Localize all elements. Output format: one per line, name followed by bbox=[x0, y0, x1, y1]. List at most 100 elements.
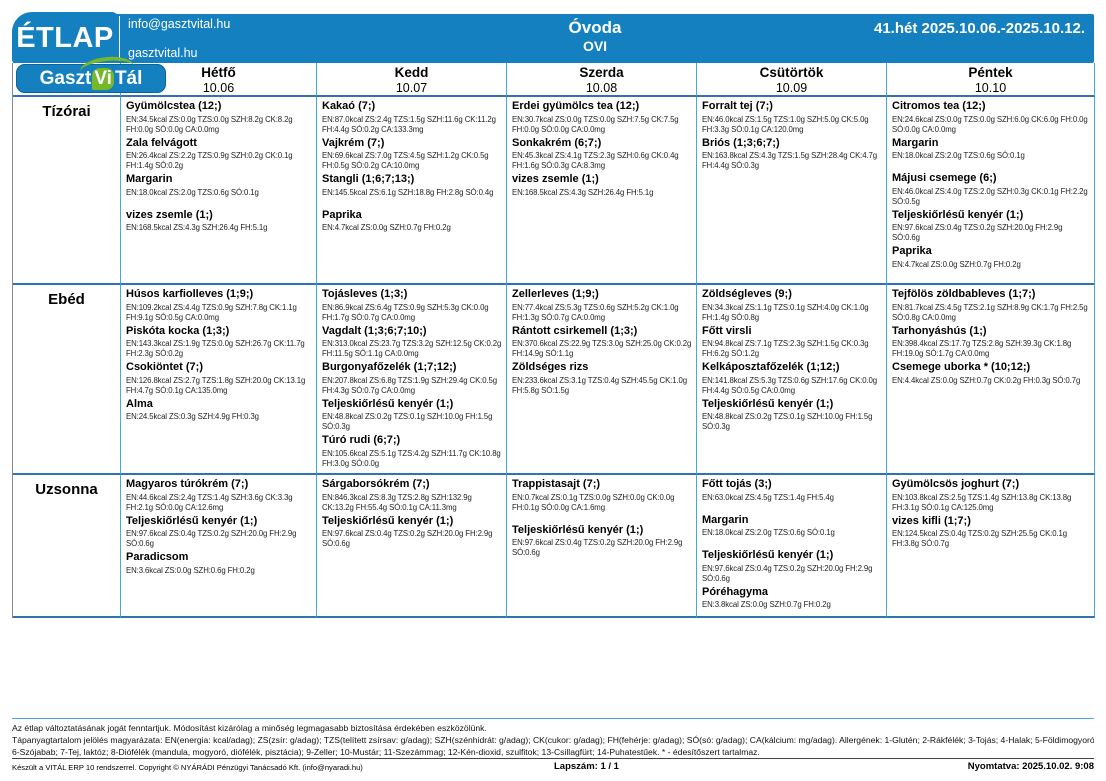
menu-item: Teljeskiőrlésű kenyér (1;) EN:97.6kcal ZS… bbox=[512, 524, 693, 559]
menu-item-nutrition: EN:46.0kcal ZS:4.0g TZS:2.0g SZH:0.3g CK… bbox=[892, 186, 1088, 206]
menu-item: Rántott csirkemell (1;3;) EN:370.6kcal ZS… bbox=[512, 325, 693, 360]
menu-item-name: Magyaros túrókrém (7;) bbox=[126, 478, 249, 490]
menu-cell: Citromos tea (12;) EN:24.6kcal ZS:0.0g TZ… bbox=[887, 97, 1095, 285]
menu-item-name: Zöldséges rizs bbox=[512, 361, 589, 373]
menu-item-nutrition: EN:97.6kcal ZS:0.4g TZS:0.2g SZH:20.0g F… bbox=[126, 529, 297, 548]
menu-cell: Kakaó (7;) EN:87.0kcal ZS:2.4g TZS:1.5g S… bbox=[317, 97, 507, 285]
menu-item: Teljeskiőrlésű kenyér (1;) EN:97.6kcal ZS… bbox=[702, 549, 883, 584]
menu-item-nutrition: EN:103.8kcal ZS:2.5g TZS:1.4g SZH:13.8g … bbox=[892, 492, 1072, 512]
menu-item-nutrition: EN:34.3kcal ZS:1.1g TZS:0.1g SZH:4.0g CK… bbox=[702, 302, 869, 322]
menu-item: Paprika EN:4.7kcal ZS:0.0g SZH:0.7g FH:0.… bbox=[322, 209, 503, 234]
menu-item: Teljeskiőrlésű kenyér (1;) EN:48.8kcal ZS… bbox=[702, 398, 883, 433]
menu-item: Paprika EN:4.7kcal ZS:0.0g SZH:0.7g FH:0.… bbox=[892, 245, 1091, 270]
menu-item-nutrition: EN:94.8kcal ZS:7.1g TZS:2.3g SZH:1.5g CK… bbox=[702, 339, 869, 358]
menu-item: Sonkakrém (6;7;) EN:45.3kcal ZS:4.1g TZS:… bbox=[512, 137, 693, 172]
menu-item: Zala felvágott EN:26.4kcal ZS:2.2g TZS:0.… bbox=[126, 137, 313, 172]
menu-item-name: Margarin bbox=[126, 173, 173, 185]
meal-label: Uzsonna bbox=[13, 475, 121, 618]
menu-item-nutrition: EN:45.3kcal ZS:4.1g TZS:2.3g SZH:0.6g CK… bbox=[512, 151, 679, 170]
menu-item-nutrition: EN:34.5kcal ZS:0.0g TZS:0.0g SZH:8.2g CK… bbox=[126, 114, 293, 134]
menu-item-nutrition: EN:207.8kcal ZS:6.8g TZS:1.9g SZH:29.4g … bbox=[322, 375, 498, 395]
menu-item: Főtt virsli EN:94.8kcal ZS:7.1g TZS:2.3g … bbox=[702, 325, 883, 360]
menu-item: Citromos tea (12;) EN:24.6kcal ZS:0.0g TZ… bbox=[892, 100, 1091, 135]
menu-item-nutrition: EN:143.3kcal ZS:1.9g TZS:0.0g SZH:26.7g … bbox=[126, 339, 305, 358]
menu-item-name: Paprika bbox=[892, 245, 932, 257]
menu-item-nutrition: EN:86.9kcal ZS:6.4g TZS:0.9g SZH:5.3g CK… bbox=[322, 302, 489, 322]
menu-item-name: Teljeskiőrlésű kenyér (1;) bbox=[322, 397, 454, 410]
footer-legend-line2: 6-Szójabab; 7-Tej, laktóz; 8-Diófélék (m… bbox=[12, 747, 760, 757]
menu-item-name: Zöldségleves (9;) bbox=[702, 288, 792, 300]
menu-item: Tejfölös zöldbableves (1;7;) EN:81.7kcal … bbox=[892, 288, 1091, 323]
brand-logo-cell: Gaszt Vi Tál bbox=[13, 54, 166, 97]
menu-item-nutrition: EN:313.0kcal ZS:23.7g TZS:3.2g SZH:12.5g… bbox=[322, 339, 502, 358]
menu-item: Magyaros túrókrém (7;) EN:44.6kcal ZS:2.4… bbox=[126, 478, 313, 513]
menu-item-nutrition: EN:4.7kcal ZS:0.0g SZH:0.7g FH:0.2g bbox=[322, 223, 451, 232]
menu-item-nutrition: EN:105.6kcal ZS:5.1g TZS:4.2g SZH:11.7g … bbox=[322, 448, 501, 468]
brand-logo-text-1: Gaszt bbox=[39, 67, 92, 89]
menu-item-name: vizes zsemle (1;) bbox=[126, 208, 213, 221]
menu-item: Póréhagyma EN:3.8kcal ZS:0.0g SZH:0.7g FH… bbox=[702, 586, 883, 611]
menu-item-name: Alma bbox=[126, 397, 153, 410]
menu-item-nutrition: EN:4.7kcal ZS:0.0g SZH:0.7g FH:0.2g bbox=[892, 259, 1021, 269]
menu-item: Tojásleves (1;3;) EN:86.9kcal ZS:6.4g TZS… bbox=[322, 288, 503, 323]
menu-item: Vajkrém (7;) EN:69.6kcal ZS:7.0g TZS:4.5g… bbox=[322, 137, 503, 172]
menu-item: vizes kifli (1;7;) EN:124.5kcal ZS:0.4g T… bbox=[892, 515, 1091, 550]
day-name: Hétfő bbox=[201, 65, 236, 80]
menu-item-name: Teljeskiőrlésű kenyér (1;) bbox=[322, 514, 454, 527]
menu-item-nutrition: EN:48.8kcal ZS:0.2g TZS:0.1g SZH:10.0g F… bbox=[322, 412, 493, 431]
menu-item: Teljeskiőrlésű kenyér (1;) EN:97.6kcal ZS… bbox=[322, 515, 503, 550]
menu-item-name: Májusi csemege (6;) bbox=[892, 172, 997, 184]
menu-item-nutrition: EN:97.6kcal ZS:0.4g TZS:0.2g SZH:20.0g F… bbox=[322, 529, 493, 548]
menu-item-nutrition: EN:97.6kcal ZS:0.4g TZS:0.2g SZH:20.0g F… bbox=[512, 538, 683, 557]
meal-label: Ebéd bbox=[13, 285, 121, 475]
menu-item-name: Paprika bbox=[322, 208, 362, 221]
page-number: Lapszám: 1 / 1 bbox=[554, 761, 619, 772]
week-range: 41.hét 2025.10.06.-2025.10.12. bbox=[874, 20, 1085, 37]
menu-item: Sárgaborsókrém (7;) EN:846.3kcal ZS:8.3g … bbox=[322, 478, 503, 513]
menu-item-name: Briós (1;3;6;7;) bbox=[702, 136, 780, 149]
day-date: 10.06 bbox=[202, 80, 235, 95]
menu-item-nutrition: EN:145.5kcal ZS:6.1g SZH:18.8g FH:2.8g S… bbox=[322, 187, 494, 197]
made-with-text: Készült a VITÁL ERP 10 rendszerrel. Copy… bbox=[12, 763, 363, 772]
header-email: info@gasztvital.hu bbox=[128, 17, 231, 31]
menu-item: Margarin EN:18.0kcal ZS:2.0g TZS:0.6g SÓ:… bbox=[892, 137, 1091, 162]
day-name: Csütörtök bbox=[759, 65, 824, 80]
menu-item: Kelkáposztafőzelék (1;12;) EN:141.8kcal Z… bbox=[702, 361, 883, 396]
org-block: Óvoda OVI bbox=[569, 17, 622, 56]
menu-item-name: Kakaó (7;) bbox=[322, 100, 376, 112]
footer: Az étlap változtatásának jogát fenntartj… bbox=[12, 718, 1094, 758]
menu-item-nutrition: EN:44.6kcal ZS:2.4g TZS:1.4g SZH:3.6g CK… bbox=[126, 492, 293, 512]
menu-cell: Húsos karfiolleves (1;9;) EN:109.2kcal ZS… bbox=[121, 285, 317, 475]
menu-item-nutrition: EN:3.6kcal ZS:0.0g SZH:0.6g FH:0.2g bbox=[126, 565, 255, 575]
header-bar: ÉTLAP info@gasztvital.hu gasztvital.hu Ó… bbox=[12, 12, 1094, 65]
footer-disclaimer: Az étlap változtatásának jogát fenntartj… bbox=[12, 723, 487, 733]
brand-logo-text-3: Tál bbox=[114, 67, 143, 89]
menu-item-name: Póréhagyma bbox=[702, 585, 769, 598]
menu-item-nutrition: EN:87.0kcal ZS:2.4g TZS:1.5g SZH:11.6g C… bbox=[322, 114, 496, 134]
day-date: 10.09 bbox=[775, 80, 808, 95]
menu-item-name: Margarin bbox=[892, 136, 939, 149]
footer-bottom-row: Készült a VITÁL ERP 10 rendszerrel. Copy… bbox=[12, 761, 1094, 775]
menu-cell: Tojásleves (1;3;) EN:86.9kcal ZS:6.4g TZS… bbox=[317, 285, 507, 475]
menu-item-nutrition: EN:109.2kcal ZS:4.4g TZS:0.9g SZH:7.8g C… bbox=[126, 302, 297, 322]
brand-logo-text-2: Vi bbox=[92, 67, 114, 90]
menu-item-name: Zala felvágott bbox=[126, 136, 197, 149]
header-website: gasztvital.hu bbox=[128, 46, 198, 60]
menu-item: Zellerleves (1;9;) EN:77.4kcal ZS:5.3g TZ… bbox=[512, 288, 693, 323]
day-date: 10.07 bbox=[395, 80, 428, 95]
etlap-logo-text: ÉTLAP bbox=[16, 22, 114, 54]
menu-item-name: Vajkrém (7;) bbox=[322, 136, 385, 149]
menu-item-name: Teljeskiőrlésű kenyér (1;) bbox=[512, 523, 644, 536]
menu-item: Forralt tej (7;) EN:46.0kcal ZS:1.5g TZS:… bbox=[702, 100, 883, 135]
menu-item: Briós (1;3;6;7;) EN:163.8kcal ZS:4.3g TZS… bbox=[702, 137, 883, 172]
menu-item-nutrition: EN:24.5kcal ZS:0.3g SZH:4.9g FH:0.3g bbox=[126, 412, 259, 421]
menu-item-nutrition: EN:24.6kcal ZS:0.0g TZS:0.0g SZH:6.0g CK… bbox=[892, 114, 1088, 134]
menu-cell: Magyaros túrókrém (7;) EN:44.6kcal ZS:2.4… bbox=[121, 475, 317, 618]
menu-item-nutrition: EN:18.0kcal ZS:2.0g TZS:0.6g SÓ:0.1g bbox=[126, 187, 259, 197]
menu-item: Tarhonyáshús (1;) EN:398.4kcal ZS:17.7g T… bbox=[892, 325, 1091, 360]
menu-item-nutrition: EN:81.7kcal ZS:4.5g TZS:2.1g SZH:8.9g CK… bbox=[892, 302, 1088, 322]
menu-item-name: vizes zsemle (1;) bbox=[512, 173, 599, 185]
menu-item-nutrition: EN:163.8kcal ZS:4.3g TZS:1.5g SZH:28.4g … bbox=[702, 151, 878, 170]
menu-table: Gaszt Vi Tál Hétfő 10.06 Kedd 10.07 Szerda 10.0… bbox=[12, 54, 1095, 618]
